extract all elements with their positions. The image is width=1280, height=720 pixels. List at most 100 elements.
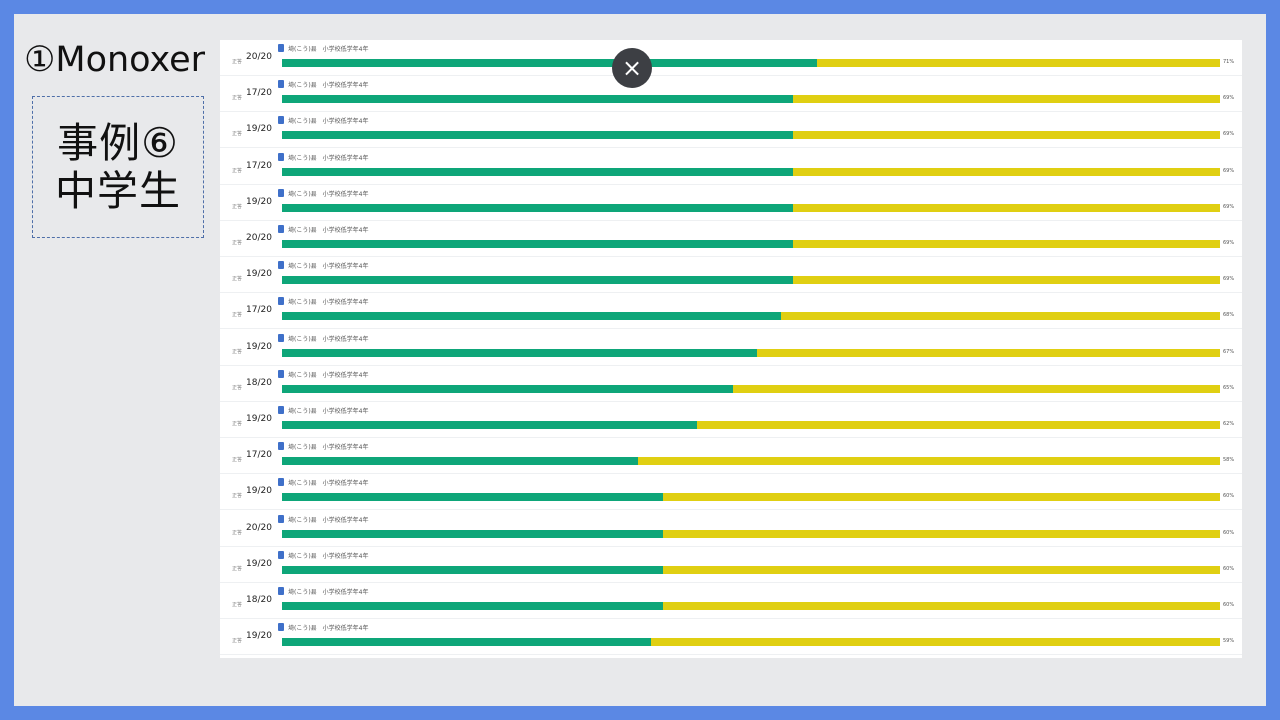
result-label: 正答 — [232, 240, 243, 246]
progress-percent: 69% — [1223, 167, 1235, 174]
progress-bar — [282, 457, 1220, 466]
result-row[interactable]: 正答 19/20 埼(こう)县 小学校低学年4年 69% — [220, 112, 1242, 149]
result-label: 正答 — [232, 276, 243, 283]
result-label: 正答 — [232, 493, 243, 500]
progress-percent: 65% — [1223, 384, 1235, 391]
document-icon — [278, 478, 284, 487]
result-label: 正答 — [232, 421, 243, 427]
result-row[interactable]: 正答 17/20 埼(こう)县 小学校低学年4年 69% — [220, 76, 1242, 113]
results-list: 正答 20/20 埼(こう)县 小学校低学年4年 71% 正答 17/20 埼(こう)县 小… — [220, 40, 1242, 658]
progress-bar-fill — [282, 457, 639, 466]
progress-percent: 69% — [1223, 240, 1235, 246]
result-row[interactable]: 正答 20/20 埼(こう)县 小学校低学年4年 60% — [220, 511, 1242, 547]
progress-bar-fill — [282, 529, 663, 538]
result-title: 埼(こう)县 小学校低学年4年 — [288, 516, 369, 524]
progress-percent: 59% — [1223, 638, 1235, 645]
result-label: 正答 — [232, 565, 243, 572]
result-row[interactable]: 正答 17/20 埼(こう)县 小学校低学年4年 68% — [220, 293, 1242, 330]
progress-bar — [282, 348, 1220, 357]
result-score: 19/20 — [246, 124, 272, 135]
result-title: 埼(こう)县 小学校低学年4年 — [288, 444, 369, 452]
progress-bar — [282, 529, 1220, 538]
result-row[interactable]: 正答 19/20 埼(こう)县 小学校低学年4年 67% — [220, 330, 1242, 366]
progress-bar — [282, 384, 1220, 393]
result-row[interactable]: 正答 19/20 埼(こう)县 小学校低学年4年 60% — [220, 547, 1242, 583]
progress-bar-fill — [282, 240, 794, 248]
result-score: 18/20 — [246, 377, 272, 388]
progress-percent: 67% — [1223, 348, 1235, 355]
result-label: 正答 — [232, 529, 243, 536]
result-title: 埼(こう)县 小学校低学年4年 — [288, 589, 369, 596]
result-row[interactable]: 正答 20/20 埼(こう)县 小学校低学年4年 71% — [220, 40, 1242, 76]
result-row[interactable]: 正答 19/20 埼(こう)县 小学校低学年4年 69% — [220, 185, 1242, 221]
progress-bar-fill — [282, 312, 782, 321]
progress-bar-fill — [282, 167, 794, 176]
progress-percent: 60% — [1223, 529, 1235, 536]
progress-bar — [282, 167, 1220, 176]
document-icon — [278, 369, 284, 378]
result-row[interactable]: 正答 20/20 埼(こう)县 小学校低学年4年 69% — [220, 221, 1242, 257]
result-label: 正答 — [232, 167, 243, 174]
close-icon[interactable]: × — [612, 48, 652, 88]
result-score: 19/20 — [246, 269, 272, 280]
progress-bar-fill — [282, 565, 663, 574]
result-score: 19/20 — [246, 486, 272, 497]
result-title: 埼(こう)县 小学校低学年4年 — [288, 480, 369, 488]
progress-percent: 58% — [1223, 457, 1235, 464]
result-row[interactable]: 正答 18/20 埼(こう)县 小学校低学年4年 60% — [220, 583, 1242, 619]
progress-bar-fill — [282, 384, 734, 393]
document-icon — [278, 587, 284, 595]
progress-bar — [282, 638, 1220, 647]
progress-bar-fill — [282, 95, 794, 104]
result-title: 埼(こう)县 小学校低学年4年 — [288, 118, 369, 126]
progress-bar-fill — [282, 638, 651, 647]
result-row[interactable]: 正答 18/20 埼(こう)县 小学校低学年4年 65% — [220, 366, 1242, 402]
result-label: 正答 — [232, 131, 243, 138]
result-score: 19/20 — [246, 414, 272, 424]
progress-percent: 69% — [1223, 131, 1235, 138]
result-score: 17/20 — [246, 305, 272, 316]
progress-percent: 60% — [1223, 493, 1235, 500]
result-label: 正答 — [232, 348, 243, 355]
result-score: 17/20 — [246, 450, 272, 461]
progress-percent: 71% — [1223, 59, 1235, 65]
progress-bar — [282, 95, 1220, 104]
result-title: 埼(こう)县 小学校低学年4年 — [288, 299, 369, 307]
case-label-box: 事例⑥ 中学生 — [32, 96, 204, 238]
document-icon — [278, 80, 284, 89]
result-score: 20/20 — [246, 522, 272, 533]
progress-bar-fill — [282, 348, 757, 357]
progress-percent: 69% — [1223, 95, 1235, 102]
result-title: 埼(こう)县 小学校低学年4年 — [288, 154, 369, 162]
result-row[interactable]: 正答 19/20 埼(こう)县 小学校低学年4年 60% — [220, 474, 1242, 511]
progress-bar — [282, 312, 1220, 321]
result-title: 埼(こう)县 小学校低学年4年 — [288, 82, 369, 90]
document-icon — [278, 44, 284, 52]
progress-percent: 60% — [1223, 602, 1235, 608]
result-score: 18/20 — [246, 595, 272, 605]
result-score: 17/20 — [246, 88, 272, 99]
document-icon — [278, 333, 284, 342]
progress-bar — [282, 493, 1220, 502]
result-label: 正答 — [232, 602, 243, 608]
result-row[interactable]: 正答 19/20 埼(こう)县 小学校低学年4年 59% — [220, 619, 1242, 656]
result-row[interactable]: 正答 17/20 埼(こう)县 小学校低学年4年 58% — [220, 438, 1242, 475]
progress-bar — [282, 59, 1220, 67]
progress-percent: 62% — [1223, 421, 1235, 427]
progress-bar — [282, 131, 1220, 140]
case-label-line1: 事例⑥ — [57, 119, 179, 167]
result-score: 19/20 — [246, 196, 272, 207]
progress-bar — [282, 565, 1220, 574]
result-label: 正答 — [232, 638, 243, 645]
document-icon — [278, 406, 284, 414]
document-icon — [278, 116, 284, 125]
result-row[interactable]: 正答 17/20 埼(こう)县 小学校低学年4年 69% — [220, 149, 1242, 185]
progress-percent: 69% — [1223, 203, 1235, 210]
result-row[interactable]: 正答 19/20 埼(こう)县 小学校低学年4年 69% — [220, 257, 1242, 294]
document-icon — [278, 514, 284, 523]
result-title: 埼(こう)县 小学校低学年4年 — [288, 371, 369, 379]
result-row[interactable]: 正答 19/20 埼(こう)县 小学校低学年4年 62% — [220, 402, 1242, 438]
result-title: 埼(こう)县 小学校低学年4年 — [288, 263, 369, 271]
result-score: 20/20 — [246, 233, 272, 243]
document-icon — [278, 442, 284, 451]
